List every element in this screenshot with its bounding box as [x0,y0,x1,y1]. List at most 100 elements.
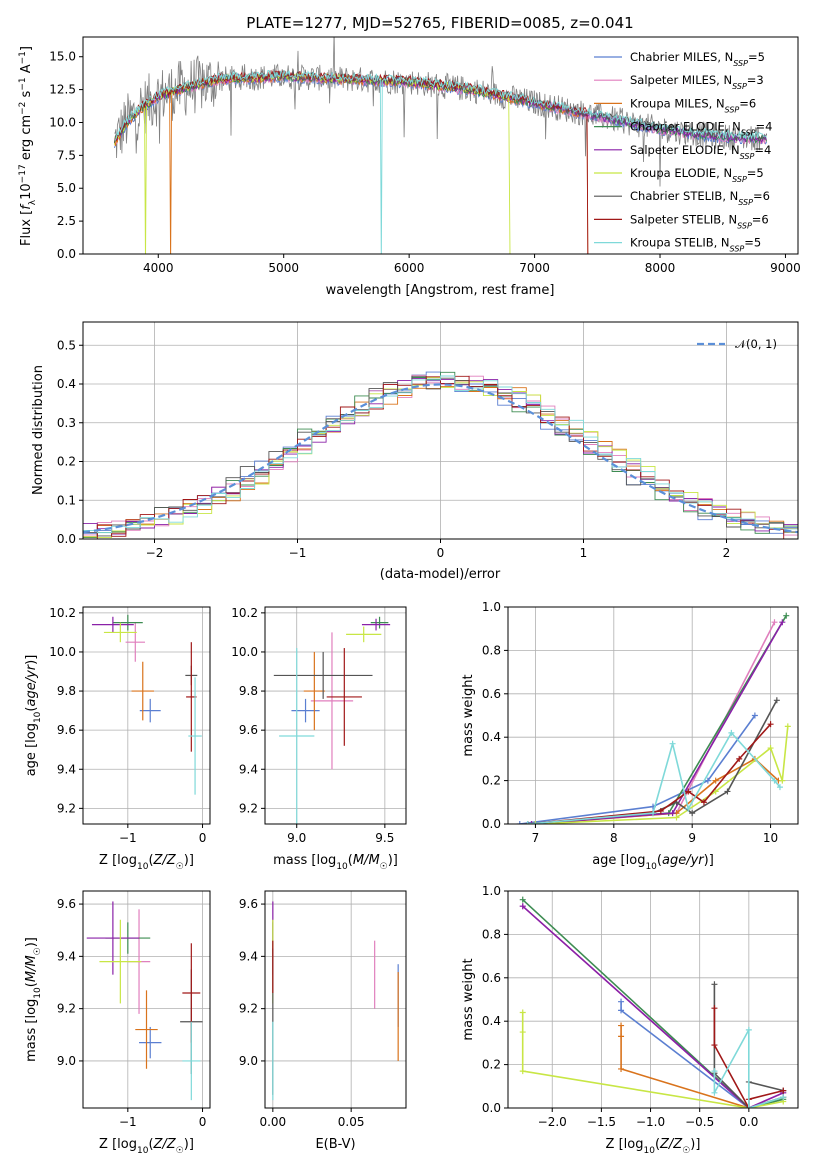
label-part: M/M [24,955,39,982]
label-part: M/M [353,853,380,868]
x-tick-label: −1.0 [636,1115,665,1129]
legend-sub: SSP [740,151,755,160]
x-axis-label: Z [log10(Z/Z☉)] [606,1137,701,1156]
label-part: ☉ [176,862,184,872]
plot-area [519,896,787,1108]
x-tick-label: 5000 [268,261,299,275]
age-vs-mass-panel: 9.0 9.5 9.2 9.4 9.6 9.8 10.0 10.2 mass [log10(M/… [231,606,407,872]
y-axis-label: Normed distribution [31,365,46,495]
axes-frame [507,606,799,825]
x-tick-label: −2 [146,546,164,560]
axes-frame [507,890,799,1109]
data-point-marker [704,777,711,784]
x-tick-label: −0.5 [685,1115,714,1129]
data-point-marker [519,896,526,903]
label-part: λ [28,199,38,205]
y-axis-label: mass [log10(M/M☉)] [24,937,43,1062]
y-tick-label: 1.0 [482,600,501,614]
label-part: −2 [18,102,28,115]
label-part: 10 [33,711,43,723]
x-axis-label: E(B-V) [315,1137,355,1152]
figure-title: PLATE=1277, MJD=52765, FIBERID=0085, z=0… [246,14,633,32]
y-tick-label: 5.0 [57,181,76,195]
data-point-marker [736,755,743,762]
y-tick-label: 0.0 [482,1101,501,1115]
legend-name: Kroupa STELIB, N [630,236,730,250]
x-tick-label: 9 [688,831,696,845]
mass-weight-line [522,905,784,1108]
axes-frame [82,321,799,540]
data-point-marker [773,697,780,704]
legend-value: =4 [756,120,773,134]
legend-entry: Chabrier ELODIE, NSSP=4 [630,120,772,138]
y-tick-label: 0.4 [482,1014,501,1028]
x-axis-label: Z [log10(Z/Z☉)] [99,853,194,872]
data-point-marker [780,1087,787,1094]
x-tick-label: 0 [199,1115,207,1129]
label-part: )] [184,853,194,868]
data-point-marker [783,612,790,619]
label-part: )] [704,853,714,868]
label-part: −1 [18,51,28,64]
mass-weight-vs-Z-panel: −2.0 −1.5 −1.0 −0.5 0.0 0.0 0.2 0.4 0.6 0.8 1.0 Z [… [461,884,799,1156]
data-point-marker [669,740,676,747]
data-point-marker [712,777,719,784]
data-point-marker [771,619,778,626]
data-point-marker [771,777,778,784]
y-tick-label: 10.0 [49,645,76,659]
data-point-marker [669,810,676,817]
y-tick-label: 7.5 [57,148,76,162]
x-tick-label: 4000 [143,261,174,275]
y-tick-label: 9.0 [57,1054,76,1068]
axes-frame [82,890,211,1109]
data-point-marker [528,821,535,824]
legend-value: =3 [747,73,764,87]
label-part: A [19,64,34,77]
label-part: E(B-V) [315,1137,355,1152]
label-part: Z/Z [659,1137,683,1152]
data-point-marker [519,903,526,910]
y-tick-label: 9.6 [239,723,258,737]
label-part: ( [657,853,662,868]
legend-sub: SSP [732,82,747,91]
x-tick-label: −1 [119,831,137,845]
axes-frame [82,36,799,255]
data-point-marker [618,1007,625,1014]
y-tick-label: 0.5 [57,338,76,352]
label-part: age/yr [24,663,39,706]
legend-sub: SSP [725,105,740,114]
x-tick-label: −1.5 [587,1115,616,1129]
legend-entry: Kroupa MILES, NSSP=6 [630,96,756,114]
y-tick-label: 9.6 [57,897,76,911]
data-point-marker [657,807,664,814]
y-tick-label: 0.2 [482,774,501,788]
y-tick-label: 0.2 [57,455,76,469]
data-point-marker [685,805,692,812]
label-part: 10 [33,987,43,999]
label-part: ( [148,1137,153,1152]
residual-histogram-panel: −2 −1 0 1 2 0.0 0.1 0.2 0.3 0.4 0.5 𝒩(0, 1) (data-mo… [31,321,799,582]
data-point-marker [618,998,625,1005]
model-spectrum-line [114,69,767,254]
legend-value: =6 [739,96,756,110]
label-part: Normed distribution [31,365,46,495]
x-tick-label: −2.0 [538,1115,567,1129]
y-tick-label: 9.4 [239,762,258,776]
y-tick-label: 12.5 [49,83,76,97]
x-tick-label: 1 [580,546,588,560]
y-tick-label: 10.0 [231,645,258,659]
y-tick-label: 1.0 [482,884,501,898]
x-tick-label: 9.0 [287,831,306,845]
y-tick-label: 9.8 [57,684,76,698]
x-tick-label: −1 [289,546,307,560]
data-point-marker [767,745,774,752]
label-part: ( [24,982,39,987]
x-tick-label: 10 [763,831,778,845]
legend-entry: Salpeter MILES, NSSP=3 [630,73,764,91]
y-tick-label: 2.5 [57,214,76,228]
label-part: ( [24,707,39,712]
x-axis-label: (data-model)/error [380,567,501,582]
mass-vs-EBV-panel: 0.00 0.05 9.0 9.2 9.4 9.6 E(B-V) [239,890,407,1152]
mass-vs-Z-panel: −1 09.09.29.49.6Z [log10(Z/Z☉)]mass [log1… [24,890,211,1156]
gaussian-reference-line [83,383,798,534]
